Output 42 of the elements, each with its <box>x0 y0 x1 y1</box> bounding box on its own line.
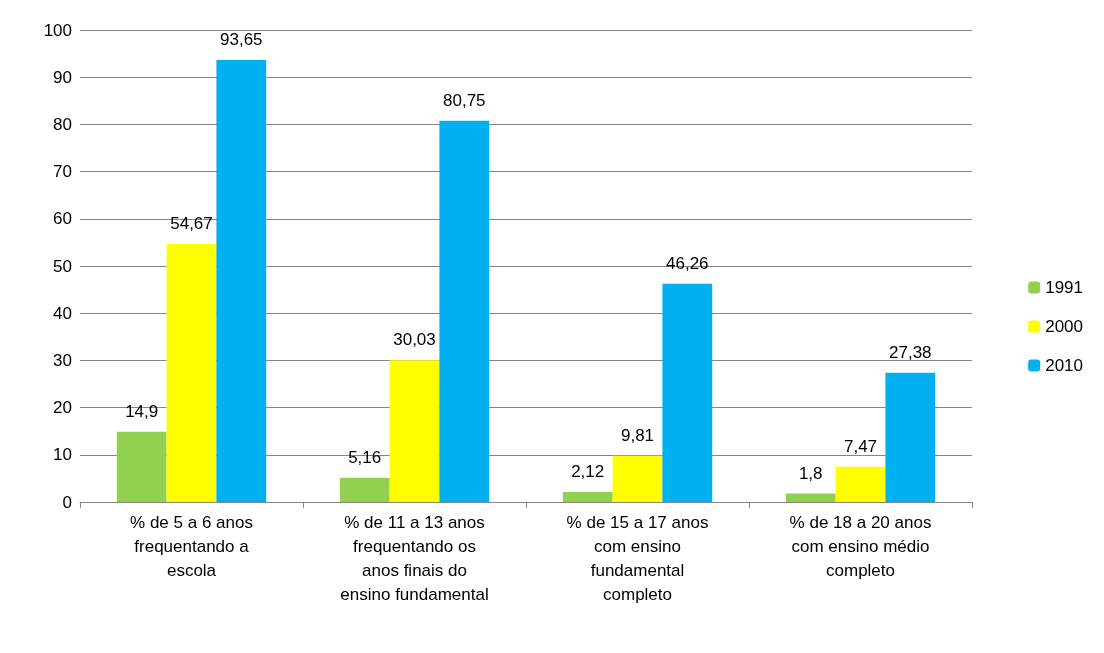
bar <box>116 431 167 502</box>
bar <box>885 372 936 502</box>
bar <box>662 283 713 502</box>
y-tick-label: 60 <box>53 209 72 229</box>
data-label: 1,8 <box>798 463 823 483</box>
data-label: 27,38 <box>889 342 932 362</box>
x-tick-label: % de 18 a 20 anos com ensino médio completo <box>789 512 932 580</box>
bar <box>166 243 217 502</box>
bar <box>389 360 440 502</box>
data-label: 93,65 <box>220 29 263 49</box>
data-label: 7,47 <box>843 436 878 456</box>
legend-label: 2000 <box>1045 317 1084 336</box>
y-tick-label: 30 <box>53 350 72 370</box>
x-tick-label: % de 5 a 6 anos frequentando a escola <box>130 512 253 580</box>
x-tick-label: % de 11 a 13 anos frequentando os anos finais do ensino fundamental <box>340 512 489 604</box>
legend-label: 2010 <box>1045 356 1084 375</box>
y-tick-label: 10 <box>53 445 72 465</box>
y-tick-label: 80 <box>53 114 72 134</box>
bar <box>612 455 663 502</box>
data-label: 80,75 <box>443 90 486 110</box>
y-tick-label: 0 <box>62 492 72 512</box>
y-tick-label: 90 <box>53 67 72 87</box>
y-tick-label: 40 <box>53 303 72 323</box>
data-label: 30,03 <box>393 330 436 350</box>
data-label: 5,16 <box>348 447 382 467</box>
data-label: 14,9 <box>125 401 159 421</box>
x-tick-label: % de 15 a 17 anos com ensino fundamental completo <box>566 512 709 604</box>
data-label: 46,26 <box>666 253 709 273</box>
data-label: 2,12 <box>571 461 605 481</box>
y-tick-label: 70 <box>53 162 72 182</box>
bar <box>835 466 886 502</box>
data-label: 54,67 <box>170 213 213 233</box>
y-tick-label: 20 <box>53 398 72 418</box>
bar <box>339 477 390 502</box>
y-tick-label: 100 <box>43 20 72 40</box>
legend-label: 1991 <box>1045 278 1084 297</box>
bar <box>216 59 267 502</box>
bar <box>785 493 836 502</box>
y-tick-label: 50 <box>53 256 72 276</box>
data-label: 9,81 <box>620 425 655 445</box>
bar <box>562 491 613 502</box>
bar <box>439 120 490 502</box>
